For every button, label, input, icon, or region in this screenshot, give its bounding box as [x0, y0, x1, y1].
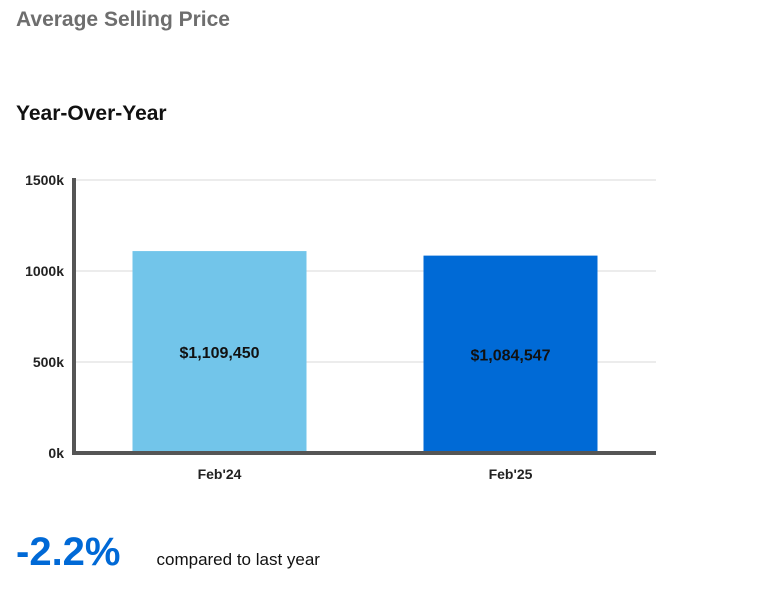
bar-chart-svg: 0k 500k 1000k 1500k $1,109,450 Feb'24 $1,084,5…	[25, 172, 656, 482]
bar	[423, 255, 598, 453]
y-tick-label: 0k	[48, 445, 64, 461]
page-title: Average Selling Price	[16, 8, 230, 31]
x-tick-label: Feb'24	[198, 466, 242, 482]
x-tick-label: Feb'25	[489, 466, 533, 482]
yoy-summary: -2.2% compared to last year	[16, 530, 320, 575]
label-layer: 0k 500k 1000k 1500k $1,109,450 Feb'24 $1,084,5…	[25, 172, 551, 482]
bar-value-label: $1,109,450	[179, 345, 259, 362]
bar-layer	[132, 251, 598, 453]
section-title: Year-Over-Year	[16, 102, 167, 125]
change-percent: -2.2%	[16, 530, 121, 574]
bar	[132, 251, 307, 453]
bar-chart: 0k 500k 1000k 1500k $1,109,450 Feb'24 $1,084,5…	[0, 160, 680, 500]
axis-layer	[72, 178, 656, 455]
bar-value-label: $1,084,547	[470, 347, 550, 364]
y-tick-label: 1500k	[25, 172, 64, 188]
change-caption: compared to last year	[156, 550, 320, 569]
y-tick-label: 1000k	[25, 263, 64, 279]
y-tick-label: 500k	[33, 354, 64, 370]
